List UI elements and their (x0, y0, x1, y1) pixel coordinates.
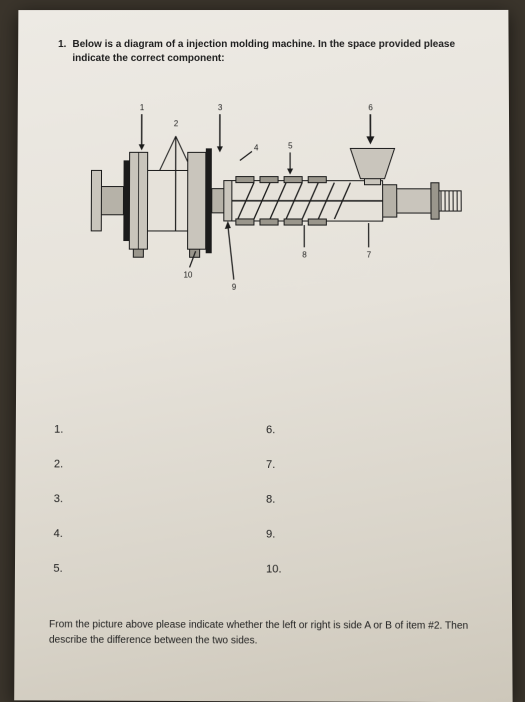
diagram-label-1: 1 (140, 103, 145, 112)
question-number: 1. (58, 38, 66, 65)
diagram-label-9: 9 (232, 283, 237, 292)
answer-4: 4. (54, 528, 266, 541)
injection-molding-diagram: 1 2 3 4 5 6 (77, 100, 475, 302)
answer-1: 1. (54, 424, 266, 437)
diagram-label-10: 10 (184, 270, 194, 279)
followup-question: From the picture above please indicate w… (49, 618, 478, 649)
answer-2: 2. (54, 458, 266, 471)
diagram-label-8: 8 (302, 250, 307, 259)
answer-9: 9. (266, 528, 479, 541)
answer-row: 5. 10. (53, 563, 479, 577)
answer-row: 3. 8. (54, 493, 479, 506)
worksheet-page: 1. Below is a diagram of a injection mol… (14, 10, 512, 702)
answer-7: 7. (266, 459, 479, 472)
answer-5: 5. (53, 563, 266, 576)
answer-row: 2. 7. (54, 458, 479, 471)
diagram-label-2: 2 (174, 119, 179, 128)
question-text: Below is a diagram of a injection moldin… (72, 38, 478, 65)
answer-6: 6. (266, 424, 479, 437)
answer-row: 4. 9. (54, 528, 480, 542)
answer-blanks: 1. 6. 2. 7. 3. 8. 4. 9. 5. 10. (53, 424, 479, 599)
answer-10: 10. (266, 563, 479, 576)
diagram-label-6: 6 (368, 103, 373, 112)
answer-3: 3. (54, 493, 266, 506)
answer-8: 8. (266, 493, 479, 506)
diagram-label-4: 4 (254, 143, 259, 152)
diagram-label-5: 5 (288, 141, 293, 150)
diagram-label-7: 7 (367, 250, 372, 259)
question-row: 1. Below is a diagram of a injection mol… (58, 38, 479, 65)
answer-row: 1. 6. (54, 424, 478, 437)
diagram-label-3: 3 (218, 103, 223, 112)
